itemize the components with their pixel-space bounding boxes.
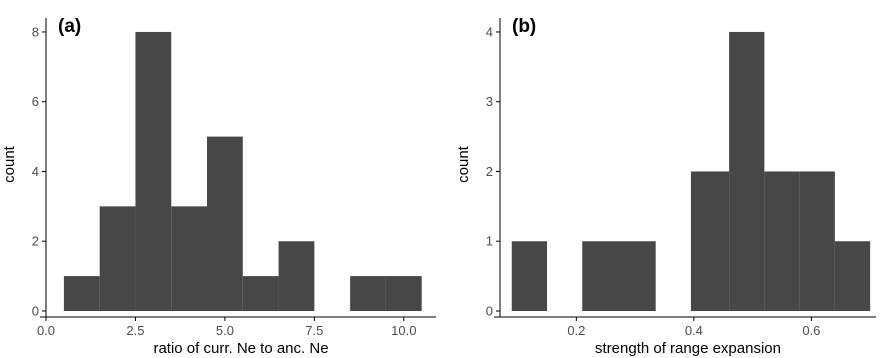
panel-b-tag: (b): [512, 16, 536, 37]
panel-b-bar: [690, 171, 730, 311]
panel-a-bar: [278, 241, 315, 311]
panel-a-bar: [385, 276, 422, 311]
panel-b: 0 1 2 3 4 0.2 0.4 0.6 strength of range expansio…: [455, 16, 876, 357]
panel-a-bar: [171, 206, 208, 311]
panel-a: 0 2 4 6 8 0.0 2.5 5.0 7.5 10.0 ratio of curr. Ne t…: [1, 16, 436, 357]
panel-b-x-axis-title: strength of range expansion: [595, 340, 781, 357]
panel-a-y-tick-label: 0: [32, 304, 39, 319]
panel-a-bar: [63, 276, 100, 311]
panel-a-x-tick-label: 10.0: [391, 323, 416, 338]
panel-b-y-tick-label: 3: [486, 94, 493, 109]
panel-a-y-axis-title: count: [1, 145, 18, 183]
panel-a-x-tick-label: 5.0: [216, 323, 234, 338]
panel-a-y-tick-label: 6: [32, 94, 39, 109]
panel-a-x-axis-title: ratio of curr. Ne to anc. Ne: [153, 340, 328, 357]
panel-b-y-tick-label: 2: [486, 164, 493, 179]
panel-a-tag: (a): [58, 16, 81, 37]
panel-a-bar: [207, 136, 243, 311]
panel-a-bar: [350, 276, 386, 311]
panel-b-bar: [582, 241, 618, 311]
panel-b-bar: [799, 171, 835, 311]
panel-a-y-tick-label: 8: [32, 24, 39, 39]
panel-b-y-tick-label: 1: [486, 234, 493, 249]
panel-a-x-tick-label: 2.5: [126, 323, 144, 338]
panel-a-bar: [242, 276, 279, 311]
panel-a-bar: [99, 206, 136, 311]
panel-b-y-tick-label: 4: [486, 24, 493, 39]
panel-b-y-tick-label: 0: [486, 304, 493, 319]
panel-b-y-axis-title: count: [455, 145, 472, 183]
panel-b-bar: [834, 241, 871, 311]
panel-a-x-tick-label: 7.5: [305, 323, 323, 338]
panel-b-bar: [511, 241, 547, 311]
panel-b-x-tick-label: 0.4: [685, 323, 703, 338]
panel-b-bar: [617, 241, 656, 311]
panel-b-bar: [729, 31, 765, 311]
panel-b-x-tick-label: 0.2: [567, 323, 585, 338]
panel-a-x-tick-label: 0.0: [37, 323, 55, 338]
panel-b-bar: [764, 171, 800, 311]
panel-a-y-tick-label: 4: [32, 164, 39, 179]
panel-b-x-tick-label: 0.6: [802, 323, 820, 338]
panel-a-y-tick-label: 2: [32, 234, 39, 249]
panel-a-bar: [135, 31, 172, 311]
